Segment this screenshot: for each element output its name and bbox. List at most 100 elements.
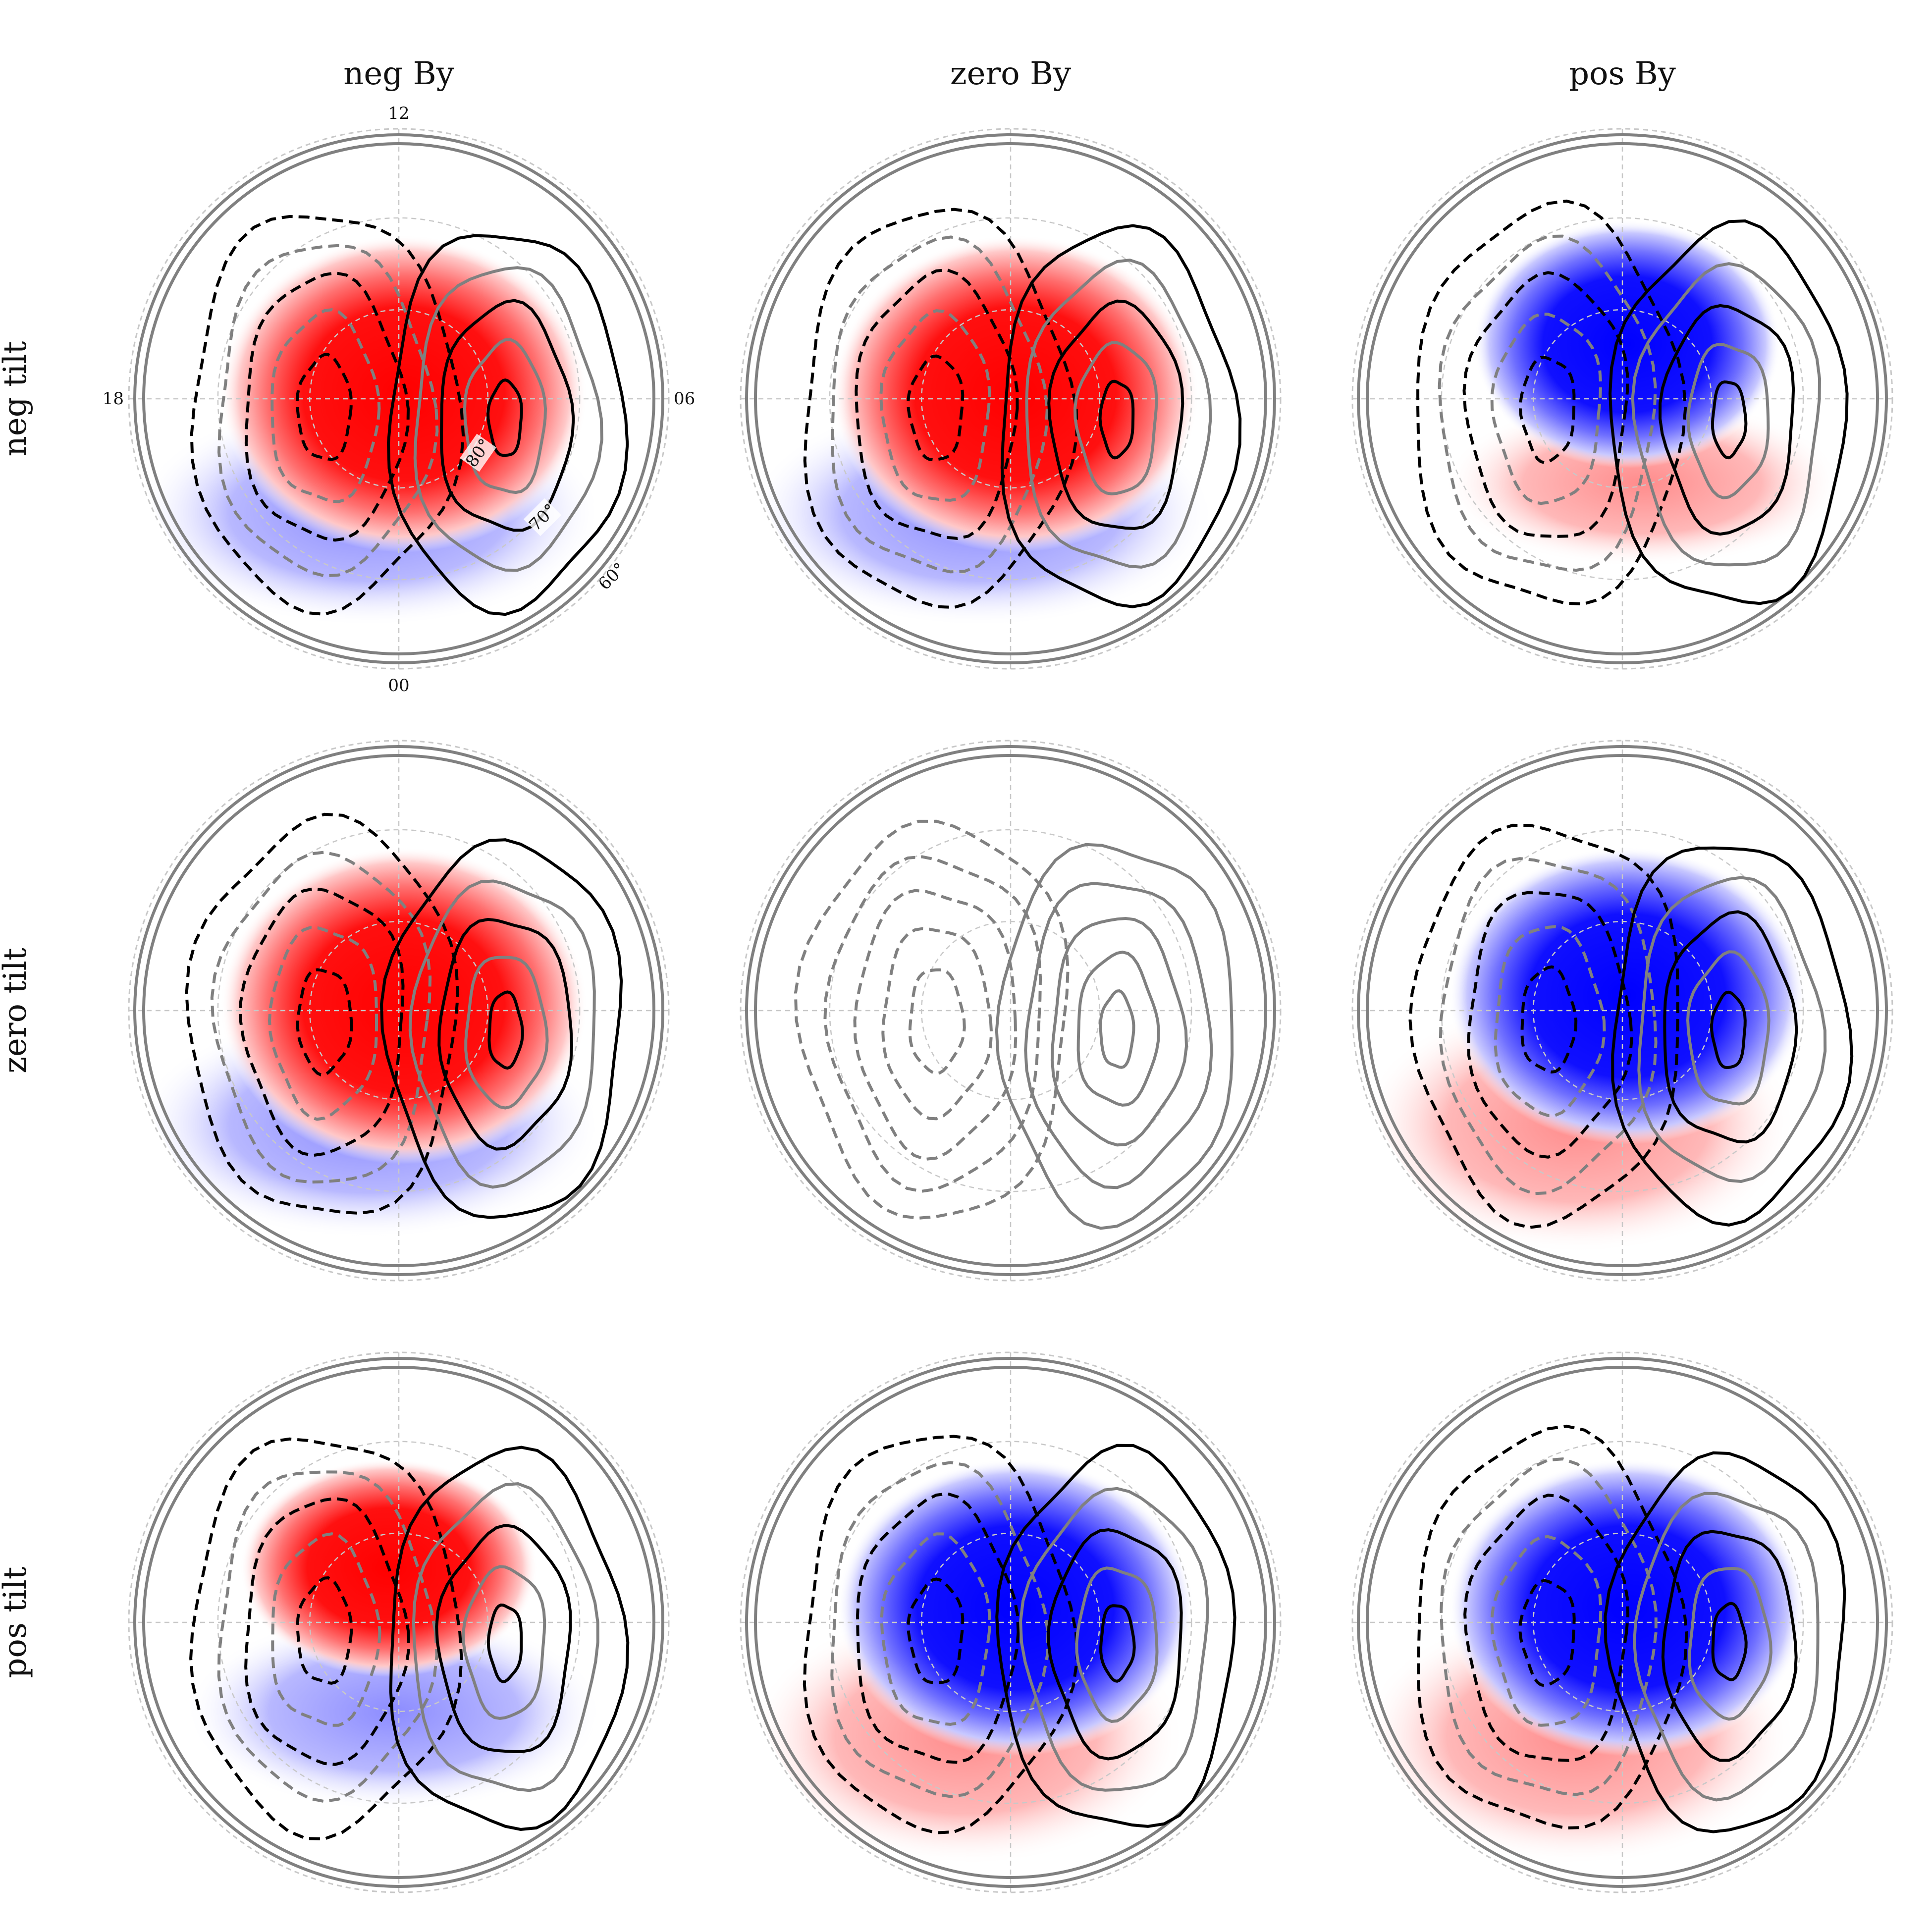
dusk-cell-contour <box>239 887 405 1157</box>
polar-panel <box>1351 740 1893 1282</box>
dusk-cell-contour <box>268 926 378 1121</box>
dawn-cell-contour <box>408 879 596 1189</box>
dawn-cell-contour <box>1047 1528 1183 1761</box>
dawn-cell-contour <box>1710 990 1747 1070</box>
dawn-cell-contour <box>1611 846 1854 1227</box>
dawn-cell-contour <box>1000 224 1242 608</box>
positive-lobe <box>220 847 587 1164</box>
dusk-cell-contour <box>794 819 1070 1220</box>
dawn-cell-contour <box>1025 258 1212 569</box>
col-title-3: pos By <box>1569 55 1676 92</box>
dawn-cell-contour <box>437 917 574 1151</box>
row-title-2: zero tilt <box>0 948 34 1073</box>
fill-layer <box>1360 1459 1806 1865</box>
dawn-cell-contour <box>1076 950 1160 1107</box>
dawn-cell-contour <box>995 1444 1236 1828</box>
dawn-cell-contour <box>486 378 523 457</box>
outer-contour <box>133 745 664 1276</box>
contour-layer <box>803 1435 1236 1834</box>
outer-contour <box>142 754 655 1267</box>
dusk-cell-contour <box>853 889 1018 1161</box>
dusk-cell-contour <box>830 1461 1050 1798</box>
fill-layer <box>748 1459 1194 1865</box>
dusk-cell-contour <box>210 851 432 1184</box>
dusk-cell-contour <box>1490 1535 1603 1727</box>
contour-layer <box>794 819 1234 1230</box>
dusk-cell-contour <box>1462 271 1629 538</box>
dusk-cell-contour <box>244 271 410 542</box>
contour-layer <box>1408 823 1854 1229</box>
polar-panel <box>740 740 1282 1282</box>
latitude-circle <box>1441 1441 1804 1804</box>
dusk-cell-contour <box>217 1470 438 1803</box>
dawn-cell-contour <box>1711 380 1748 460</box>
dawn-cell-contour <box>1686 950 1771 1106</box>
dusk-cell-contour <box>879 309 991 502</box>
dusk-cell-contour <box>185 812 460 1215</box>
polar-panel <box>1351 128 1893 670</box>
outer-contour <box>1366 1366 1879 1879</box>
row-title-3: pos tilt <box>0 1566 34 1678</box>
outer-contour <box>1366 754 1879 1267</box>
dawn-cell-contour <box>1661 1530 1798 1762</box>
positive-lobe <box>832 235 1199 552</box>
fill-layer <box>748 235 1214 627</box>
dusk-cell-contour <box>1518 356 1576 464</box>
dusk-cell-contour <box>1518 1579 1576 1687</box>
dusk-cell-contour <box>803 1435 1079 1834</box>
dawn-cell-contour <box>462 1565 546 1720</box>
dusk-cell-contour <box>907 1577 965 1684</box>
outer-contour <box>133 133 664 664</box>
latitude-circle <box>829 829 1192 1192</box>
dawn-cell-contour <box>487 990 524 1070</box>
dusk-cell-contour <box>296 968 353 1076</box>
dawn-cell-contour <box>1019 1487 1209 1792</box>
mlt-label-06: 06 <box>674 389 695 409</box>
dawn-cell-contour <box>389 1446 630 1831</box>
outer-contour <box>754 1366 1267 1879</box>
dawn-cell-contour <box>1711 1602 1748 1681</box>
dawn-cell-contour <box>1631 262 1822 567</box>
dusk-cell-contour <box>296 1576 353 1685</box>
latitude-circle <box>217 829 581 1192</box>
latitude-circle <box>1441 829 1804 1192</box>
dawn-cell-contour <box>1099 989 1135 1069</box>
dawn-cell-contour <box>1686 342 1770 500</box>
dusk-cell-contour <box>1490 312 1603 505</box>
dusk-cell-contour <box>856 1492 1020 1764</box>
dawn-cell-contour <box>1609 219 1849 605</box>
dawn-cell-contour <box>1050 916 1188 1147</box>
dusk-cell-contour <box>271 1532 381 1727</box>
outer-contour <box>754 142 1267 655</box>
polar-panel <box>740 128 1282 670</box>
contour-layer <box>803 208 1242 609</box>
mlt-label-00: 00 <box>388 676 409 696</box>
dusk-cell-contour <box>907 354 965 462</box>
col-title-1: neg By <box>343 55 454 92</box>
dusk-cell-contour <box>1494 925 1606 1117</box>
dawn-cell-contour <box>464 956 549 1110</box>
dusk-cell-contour <box>908 968 966 1075</box>
polar-panel <box>740 1351 1282 1893</box>
contour-layer <box>189 1437 630 1841</box>
panel-grid <box>128 128 1893 1893</box>
dawn-cell-contour <box>379 838 623 1219</box>
latitude-circle <box>1441 217 1804 581</box>
dusk-cell-contour <box>880 1532 992 1726</box>
dusk-cell-contour <box>1463 1494 1630 1762</box>
polar-panel <box>128 740 670 1282</box>
outer-contour <box>754 754 1267 1267</box>
outer-contour <box>133 1357 664 1888</box>
col-title-2: zero By <box>950 55 1071 92</box>
dusk-cell-contour <box>1439 857 1658 1195</box>
latitude-circle <box>217 217 581 581</box>
dawn-cell-contour <box>1658 304 1795 536</box>
latitude-circle <box>829 1441 1192 1804</box>
contour-layer <box>1416 199 1849 606</box>
polar-panel <box>128 128 670 670</box>
dusk-cell-contour <box>189 1437 463 1841</box>
dawn-cell-contour <box>413 266 603 572</box>
dusk-cell-contour <box>823 855 1042 1193</box>
dawn-cell-contour <box>1024 882 1213 1189</box>
contour-layer <box>1417 1424 1846 1833</box>
